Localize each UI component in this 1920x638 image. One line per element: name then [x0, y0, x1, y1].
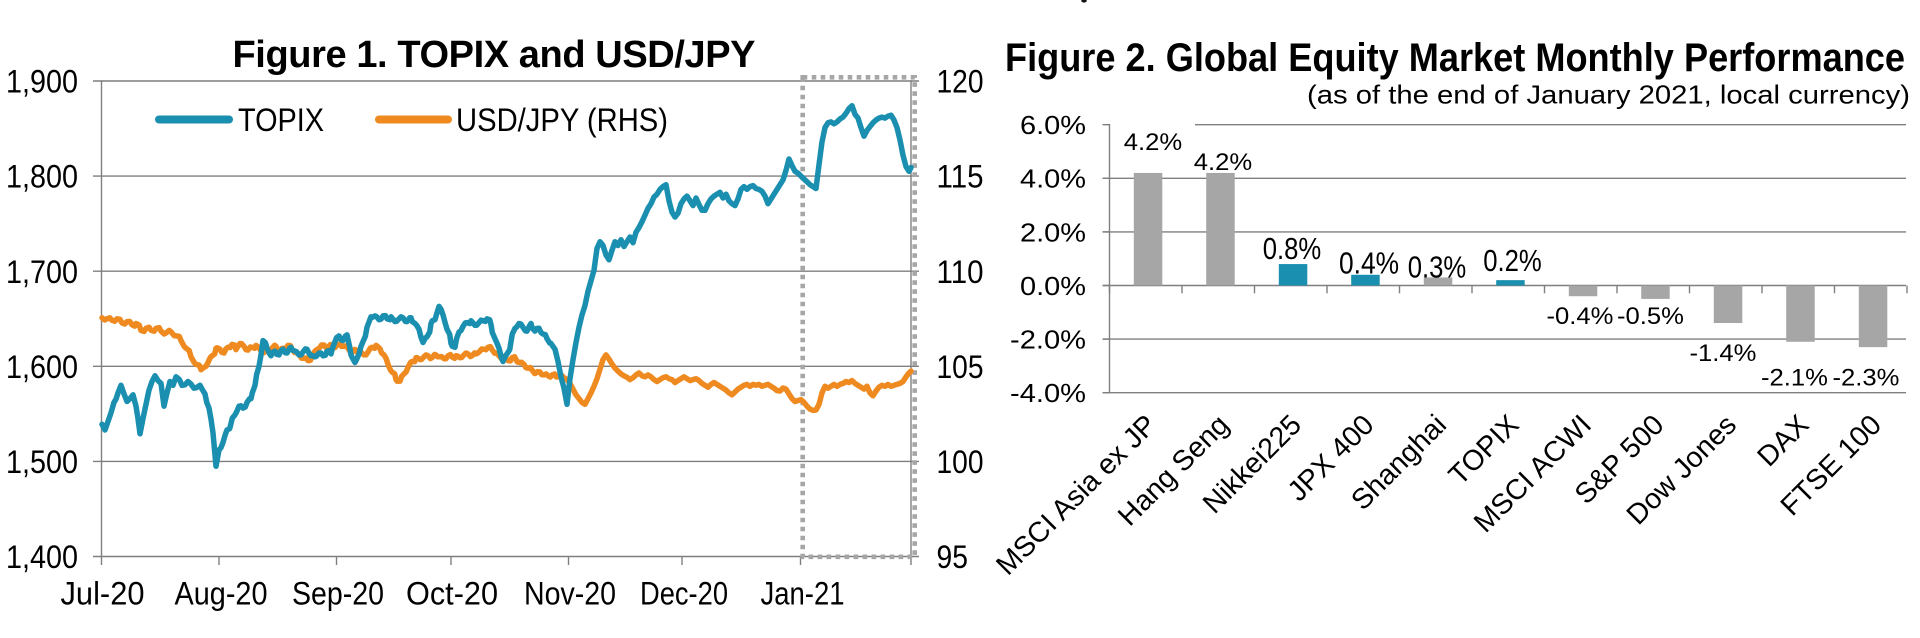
svg-text:100: 100 [937, 444, 984, 480]
svg-text:95: 95 [937, 539, 968, 575]
svg-text:0.8%: 0.8% [1263, 232, 1322, 266]
svg-text:USD/JPY (RHS): USD/JPY (RHS) [456, 102, 668, 138]
svg-text:(as of the end of January 2021: (as of the end of January 2021, local cu… [1307, 80, 1910, 110]
svg-text:Figure 2. Global Equity Market: Figure 2. Global Equity Market Monthly P… [1005, 36, 1905, 80]
svg-text:Aug-20: Aug-20 [175, 576, 268, 612]
svg-text:-4.0%: -4.0% [1010, 378, 1086, 408]
svg-text:1,600: 1,600 [6, 349, 78, 385]
svg-text:0.3%: 0.3% [1408, 251, 1467, 285]
svg-text:110: 110 [937, 254, 984, 290]
svg-text:-1.4%: -1.4% [1690, 340, 1757, 367]
svg-text:TOPIX: TOPIX [238, 102, 324, 138]
svg-text:115: 115 [937, 159, 984, 195]
svg-text:-0.5%: -0.5% [1617, 303, 1684, 330]
svg-text:6.0%: 6.0% [1020, 110, 1086, 140]
svg-text:0.4%: 0.4% [1339, 247, 1399, 281]
svg-text:Sep-20: Sep-20 [292, 576, 384, 612]
svg-text:2.0%: 2.0% [1020, 217, 1086, 247]
svg-text:0.2%: 0.2% [1483, 244, 1542, 278]
svg-text:Jan-21: Jan-21 [761, 576, 845, 612]
svg-text:Nov-20: Nov-20 [524, 576, 616, 612]
svg-text:Jul-20: Jul-20 [61, 576, 145, 612]
svg-text:1,700: 1,700 [6, 254, 78, 290]
svg-text:1,800: 1,800 [6, 159, 78, 195]
svg-text:1,500: 1,500 [6, 444, 78, 480]
svg-text:120: 120 [937, 64, 984, 100]
svg-text:4.0%: 4.0% [1020, 164, 1086, 194]
svg-text:-2.3%: -2.3% [1833, 365, 1900, 392]
svg-text:4.2%: 4.2% [1194, 149, 1253, 176]
svg-text:-2.0%: -2.0% [1010, 325, 1086, 355]
svg-text:Dec-20: Dec-20 [640, 576, 728, 612]
svg-text:0.0%: 0.0% [1020, 271, 1086, 301]
svg-text:4.2%: 4.2% [1124, 129, 1183, 156]
svg-text:105: 105 [937, 349, 984, 385]
svg-text:-2.1%: -2.1% [1761, 365, 1828, 392]
svg-text:1,400: 1,400 [6, 539, 78, 575]
svg-text:Oct-20: Oct-20 [406, 576, 498, 612]
svg-text:-0.4%: -0.4% [1547, 303, 1614, 330]
svg-text:Figure 1. TOPIX and USD/JPY: Figure 1. TOPIX and USD/JPY [233, 34, 756, 76]
svg-text:1,900: 1,900 [6, 64, 78, 100]
